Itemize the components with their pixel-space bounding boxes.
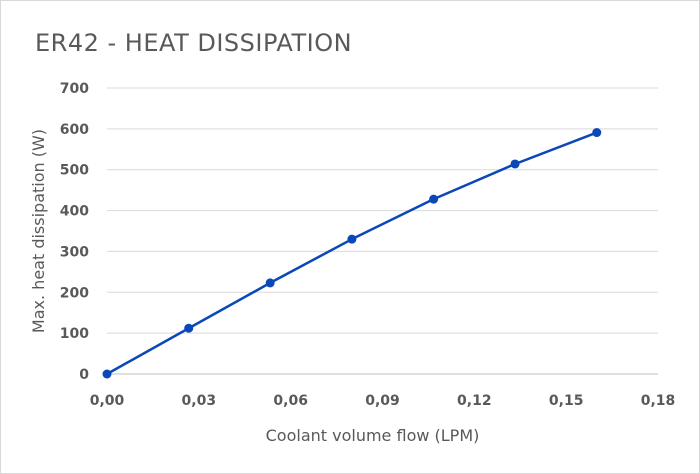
- x-tick-label: 0,06: [273, 393, 308, 409]
- y-tick-label: 600: [60, 122, 89, 138]
- data-point: [510, 159, 520, 169]
- y-tick-label: 0: [79, 367, 89, 383]
- x-tick-label: 0,18: [641, 393, 676, 409]
- x-tick-label: 0,03: [182, 393, 217, 409]
- y-tick-label: 200: [60, 285, 89, 301]
- data-point: [265, 278, 275, 288]
- data-point: [347, 234, 357, 244]
- y-tick-label: 400: [60, 204, 89, 220]
- x-axis-label: Coolant volume flow (LPM): [266, 426, 480, 445]
- data-point: [102, 369, 112, 379]
- data-point: [592, 128, 602, 138]
- y-tick-label: 100: [60, 326, 89, 342]
- x-tick-labels: 0,00 0,03 0,06 0,09 0,12 0,15 0,18: [90, 393, 676, 409]
- x-tick-label: 0,00: [90, 393, 125, 409]
- chart-title: ER42 - HEAT DISSIPATION: [35, 29, 353, 57]
- data-point: [184, 323, 194, 333]
- x-tick-label: 0,12: [457, 393, 492, 409]
- series-layer: [102, 128, 602, 379]
- y-tick-label: 300: [60, 244, 89, 260]
- y-tick-label: 700: [60, 81, 89, 97]
- series-line: [106, 131, 598, 376]
- x-tick-label: 0,15: [549, 393, 584, 409]
- y-tick-label: 500: [60, 163, 89, 179]
- data-point: [429, 194, 439, 204]
- x-tick-label: 0,09: [365, 393, 400, 409]
- grid-lines: [107, 87, 658, 375]
- y-tick-labels: 0 100 200 300 400 500 600 700: [60, 81, 89, 383]
- y-axis-label: Max. heat dissipation (W): [29, 129, 48, 333]
